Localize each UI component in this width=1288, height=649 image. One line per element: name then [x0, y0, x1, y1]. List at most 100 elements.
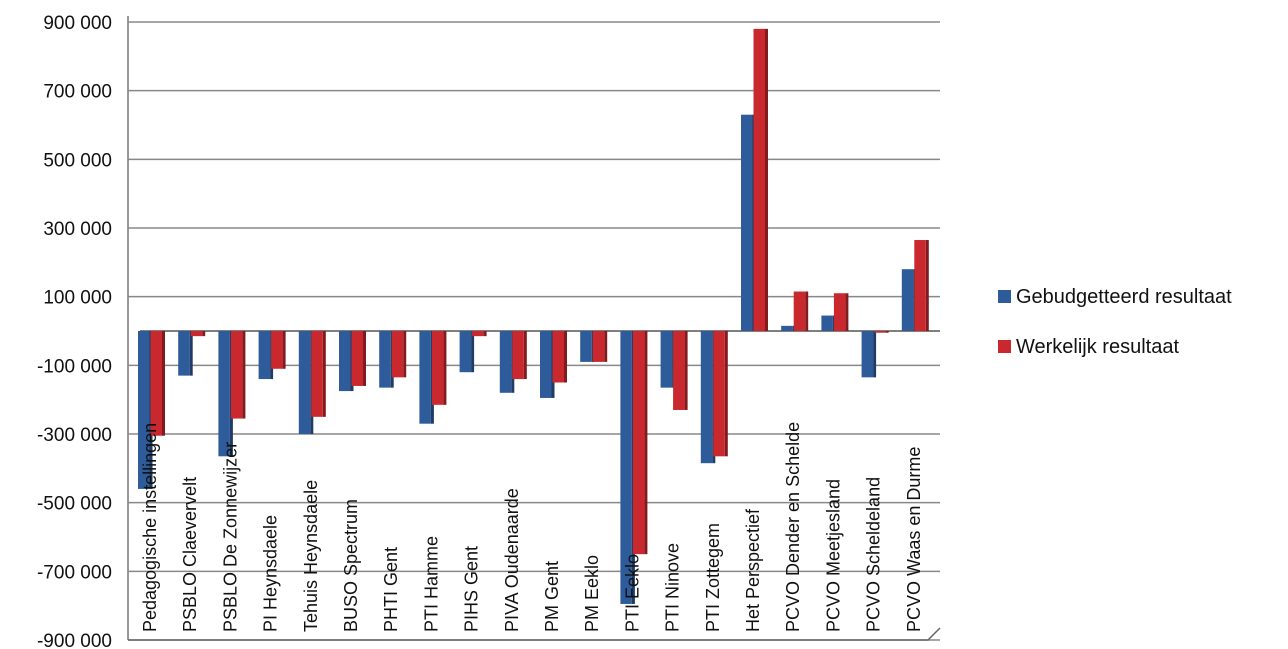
category-label: PCVO Scheldeland	[864, 477, 884, 632]
bar-side	[242, 331, 246, 419]
bar-werkelijk	[673, 331, 685, 410]
bars	[138, 28, 929, 604]
bar-werkelijk	[431, 331, 444, 405]
y-axis-tick-labels: 900 000 700 000 500 000 300 000 100 000 -100 …	[37, 13, 112, 649]
bar-gebudgetteerd	[901, 269, 914, 331]
y-tick-label: -500 000	[37, 494, 112, 515]
legend-swatch	[998, 340, 1011, 353]
bar-side	[684, 331, 688, 410]
x-axis-category-labels: Pedagogische instellingen PSBLO Claeverve…	[140, 422, 924, 632]
bar-gebudgetteerd	[178, 331, 190, 376]
bar-werkelijk	[753, 28, 765, 331]
bar-side	[523, 331, 527, 380]
floor-edge	[128, 627, 941, 641]
bar-side	[202, 331, 206, 337]
bar-werkelijk	[391, 331, 404, 378]
y-tick-label: -900 000	[37, 631, 112, 649]
bar-gebudgetteerd	[700, 331, 713, 464]
category-label: PHTI Gent	[381, 547, 401, 632]
y-tick-label: -700 000	[37, 562, 112, 583]
bar-werkelijk	[271, 331, 283, 369]
bar-gebudgetteerd	[218, 331, 230, 457]
bar-gebudgetteerd	[821, 315, 833, 331]
legend-swatch	[998, 290, 1011, 303]
category-label: PTI Ninove	[663, 543, 683, 632]
category-label: Het Perspectief	[743, 508, 763, 632]
category-label: Pedagogische instellingen	[140, 423, 160, 632]
category-label: PSBLO Claevervelt	[180, 477, 200, 632]
bar-side	[564, 331, 567, 383]
y-tick-label: 500 000	[43, 150, 112, 171]
category-label: PCVO Dender en Schelde	[783, 422, 803, 632]
bar-werkelijk	[150, 331, 162, 436]
bar-side	[162, 331, 165, 436]
bar-gebudgetteerd	[138, 331, 150, 489]
bar-gebudgetteerd	[459, 331, 472, 373]
bar-gebudgetteerd	[499, 331, 512, 393]
bar-gebudgetteerd	[298, 331, 311, 434]
bar-side	[644, 331, 648, 555]
bar-werkelijk	[793, 291, 806, 331]
bar-werkelijk	[713, 331, 725, 457]
bar-werkelijk	[351, 331, 363, 386]
bar-werkelijk	[512, 331, 524, 380]
bar-gebudgetteerd	[741, 114, 753, 331]
legend: Gebudgetteerd resultaat Werkelijk resulta…	[998, 286, 1232, 358]
y-tick-label: -300 000	[37, 425, 112, 446]
category-label: PTI Eeklo	[622, 554, 642, 632]
bar-werkelijk	[230, 331, 243, 419]
bar-werkelijk	[311, 331, 323, 417]
legend-label: Werkelijk resultaat	[1016, 336, 1179, 358]
bar-side	[845, 293, 849, 331]
bar-gebudgetteerd	[379, 331, 391, 388]
bar-side	[471, 331, 475, 373]
grid-layer	[127, 16, 941, 641]
bar-werkelijk	[914, 240, 926, 331]
bar-gebudgetteerd	[781, 325, 793, 331]
bar-side	[483, 331, 487, 337]
category-label: Tehuis Heynsdaele	[301, 480, 321, 632]
bar-werkelijk	[632, 331, 645, 555]
y-tick-label: -100 000	[37, 356, 112, 377]
bar-side	[604, 331, 608, 362]
bar-werkelijk	[190, 331, 203, 337]
y-tick-label: 300 000	[43, 219, 112, 240]
category-label: PM Gent	[542, 561, 562, 632]
bar-werkelijk	[472, 331, 484, 337]
bar-gebudgetteerd	[258, 331, 271, 380]
bar-gebudgetteerd	[580, 331, 592, 362]
bar-side	[363, 331, 366, 386]
bar-side	[403, 331, 407, 378]
bar-side	[805, 291, 809, 331]
bar-side	[885, 331, 889, 333]
bar-side	[282, 331, 286, 369]
legend-label: Gebudgetteerd resultaat	[1016, 286, 1232, 308]
category-label: PSBLO De Zonnewijzer	[220, 442, 240, 632]
category-label: PCVO Meetjesland	[823, 479, 843, 632]
category-label: PIHS Gent	[462, 546, 482, 632]
y-tick-label: 100 000	[43, 288, 112, 309]
bar-gebudgetteerd	[339, 331, 351, 392]
category-label: PCVO Waas en Durme	[904, 447, 924, 632]
bar-gebudgetteerd	[861, 331, 874, 378]
bar-werkelijk	[874, 331, 886, 333]
bar-werkelijk	[592, 331, 605, 362]
bar-side	[724, 331, 728, 457]
category-label: PIVA Oudenaarde	[502, 488, 522, 632]
category-label: BUSO Spectrum	[341, 499, 361, 632]
category-label: PTI Zottegem	[703, 523, 723, 632]
category-label: PI Heynsdaele	[261, 515, 281, 632]
bar-side	[765, 28, 768, 331]
bar-werkelijk	[833, 293, 846, 331]
y-tick-label: 900 000	[43, 13, 112, 34]
bar-gebudgetteerd	[419, 331, 431, 424]
category-label: PM Eeklo	[582, 555, 602, 632]
bar-side	[925, 240, 929, 331]
bar-werkelijk	[552, 331, 564, 383]
bar-side	[322, 331, 326, 417]
category-label: PTI Hamme	[421, 536, 441, 632]
bar-side	[873, 331, 877, 378]
y-tick-label: 700 000	[43, 82, 112, 103]
bar-side	[443, 331, 447, 405]
